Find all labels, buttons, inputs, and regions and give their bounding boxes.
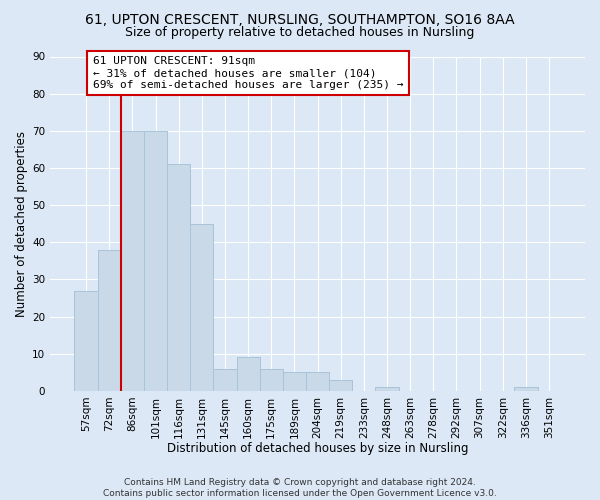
Bar <box>167 164 190 391</box>
Bar <box>236 358 260 391</box>
X-axis label: Distribution of detached houses by size in Nursling: Distribution of detached houses by size … <box>167 442 469 455</box>
Bar <box>214 368 236 391</box>
Text: Contains HM Land Registry data © Crown copyright and database right 2024.
Contai: Contains HM Land Registry data © Crown c… <box>103 478 497 498</box>
Bar <box>329 380 352 391</box>
Bar <box>121 131 144 391</box>
Bar <box>283 372 306 391</box>
Bar <box>514 387 538 391</box>
Text: 61, UPTON CRESCENT, NURSLING, SOUTHAMPTON, SO16 8AA: 61, UPTON CRESCENT, NURSLING, SOUTHAMPTO… <box>85 12 515 26</box>
Bar <box>376 387 398 391</box>
Text: 61 UPTON CRESCENT: 91sqm
← 31% of detached houses are smaller (104)
69% of semi-: 61 UPTON CRESCENT: 91sqm ← 31% of detach… <box>93 56 403 90</box>
Text: Size of property relative to detached houses in Nursling: Size of property relative to detached ho… <box>125 26 475 39</box>
Bar <box>98 250 121 391</box>
Bar <box>190 224 214 391</box>
Bar <box>144 131 167 391</box>
Bar <box>260 368 283 391</box>
Bar <box>306 372 329 391</box>
Bar <box>74 290 98 391</box>
Y-axis label: Number of detached properties: Number of detached properties <box>15 130 28 316</box>
